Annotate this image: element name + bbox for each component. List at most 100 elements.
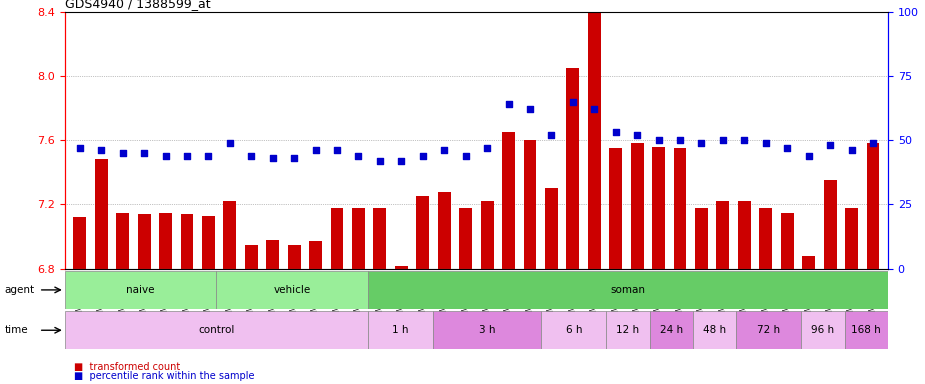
Point [329, 147, 344, 154]
Bar [180, 214, 193, 269]
Bar [738, 201, 751, 269]
Bar [94, 159, 107, 269]
FancyBboxPatch shape [736, 311, 801, 349]
Bar [481, 201, 494, 269]
Bar [288, 245, 301, 269]
Bar [566, 68, 579, 269]
Text: agent: agent [5, 285, 35, 295]
Point [158, 152, 173, 159]
Bar [416, 197, 429, 269]
Text: time: time [5, 325, 29, 335]
Text: ■  percentile rank within the sample: ■ percentile rank within the sample [74, 371, 254, 381]
Bar [717, 201, 729, 269]
Bar [330, 208, 343, 269]
Bar [138, 214, 151, 269]
Point [179, 152, 194, 159]
Point [394, 158, 409, 164]
FancyBboxPatch shape [216, 271, 368, 309]
Point [758, 140, 773, 146]
Bar [781, 212, 794, 269]
FancyBboxPatch shape [368, 311, 433, 349]
Text: 3 h: 3 h [479, 325, 496, 335]
Text: control: control [198, 325, 235, 335]
Point [480, 145, 495, 151]
FancyBboxPatch shape [607, 311, 649, 349]
Point [93, 147, 108, 154]
Bar [73, 217, 86, 269]
Text: 96 h: 96 h [811, 325, 834, 335]
Bar [631, 143, 644, 269]
Bar [545, 189, 558, 269]
Text: GDS4940 / 1388599_at: GDS4940 / 1388599_at [65, 0, 210, 10]
Point [801, 152, 816, 159]
Text: naive: naive [127, 285, 154, 295]
Bar [823, 180, 836, 269]
Point [780, 145, 795, 151]
Point [373, 158, 388, 164]
Text: 1 h: 1 h [392, 325, 409, 335]
Point [866, 140, 881, 146]
Bar [459, 208, 472, 269]
Bar [610, 148, 623, 269]
Point [651, 137, 666, 143]
Point [845, 147, 859, 154]
Bar [159, 212, 172, 269]
Bar [502, 132, 515, 269]
FancyBboxPatch shape [433, 311, 541, 349]
Bar [652, 147, 665, 269]
FancyBboxPatch shape [65, 271, 216, 309]
Point [287, 155, 302, 161]
Point [609, 129, 623, 136]
Text: 72 h: 72 h [758, 325, 781, 335]
Bar [802, 256, 815, 269]
Bar [759, 208, 772, 269]
FancyBboxPatch shape [368, 271, 888, 309]
Point [415, 152, 430, 159]
Bar [374, 208, 387, 269]
Point [116, 150, 130, 156]
Bar [438, 192, 450, 269]
Point [458, 152, 473, 159]
Bar [117, 212, 130, 269]
FancyBboxPatch shape [649, 311, 693, 349]
FancyBboxPatch shape [693, 311, 736, 349]
Point [308, 147, 323, 154]
Point [694, 140, 709, 146]
Point [565, 99, 580, 105]
Text: 12 h: 12 h [616, 325, 639, 335]
Text: 24 h: 24 h [660, 325, 683, 335]
Bar [352, 208, 364, 269]
FancyBboxPatch shape [541, 311, 607, 349]
Point [352, 152, 366, 159]
Bar [524, 140, 536, 269]
Text: 48 h: 48 h [703, 325, 726, 335]
Point [137, 150, 152, 156]
Bar [845, 208, 858, 269]
Bar [673, 148, 686, 269]
Point [630, 132, 645, 138]
Bar [245, 245, 258, 269]
Bar [309, 242, 322, 269]
Point [586, 106, 601, 113]
FancyBboxPatch shape [65, 311, 368, 349]
Bar [395, 266, 408, 269]
Point [544, 132, 559, 138]
Bar [695, 208, 708, 269]
Bar [202, 216, 215, 269]
Text: soman: soman [610, 285, 646, 295]
Point [822, 142, 837, 148]
FancyBboxPatch shape [845, 311, 888, 349]
Point [716, 137, 731, 143]
Text: ■  transformed count: ■ transformed count [74, 362, 180, 372]
Point [737, 137, 752, 143]
Bar [266, 240, 279, 269]
Text: 6 h: 6 h [565, 325, 582, 335]
Bar [867, 143, 880, 269]
Point [265, 155, 280, 161]
Point [437, 147, 451, 154]
Point [244, 152, 259, 159]
Bar [224, 201, 236, 269]
Point [501, 101, 516, 107]
Point [201, 152, 216, 159]
Point [672, 137, 687, 143]
